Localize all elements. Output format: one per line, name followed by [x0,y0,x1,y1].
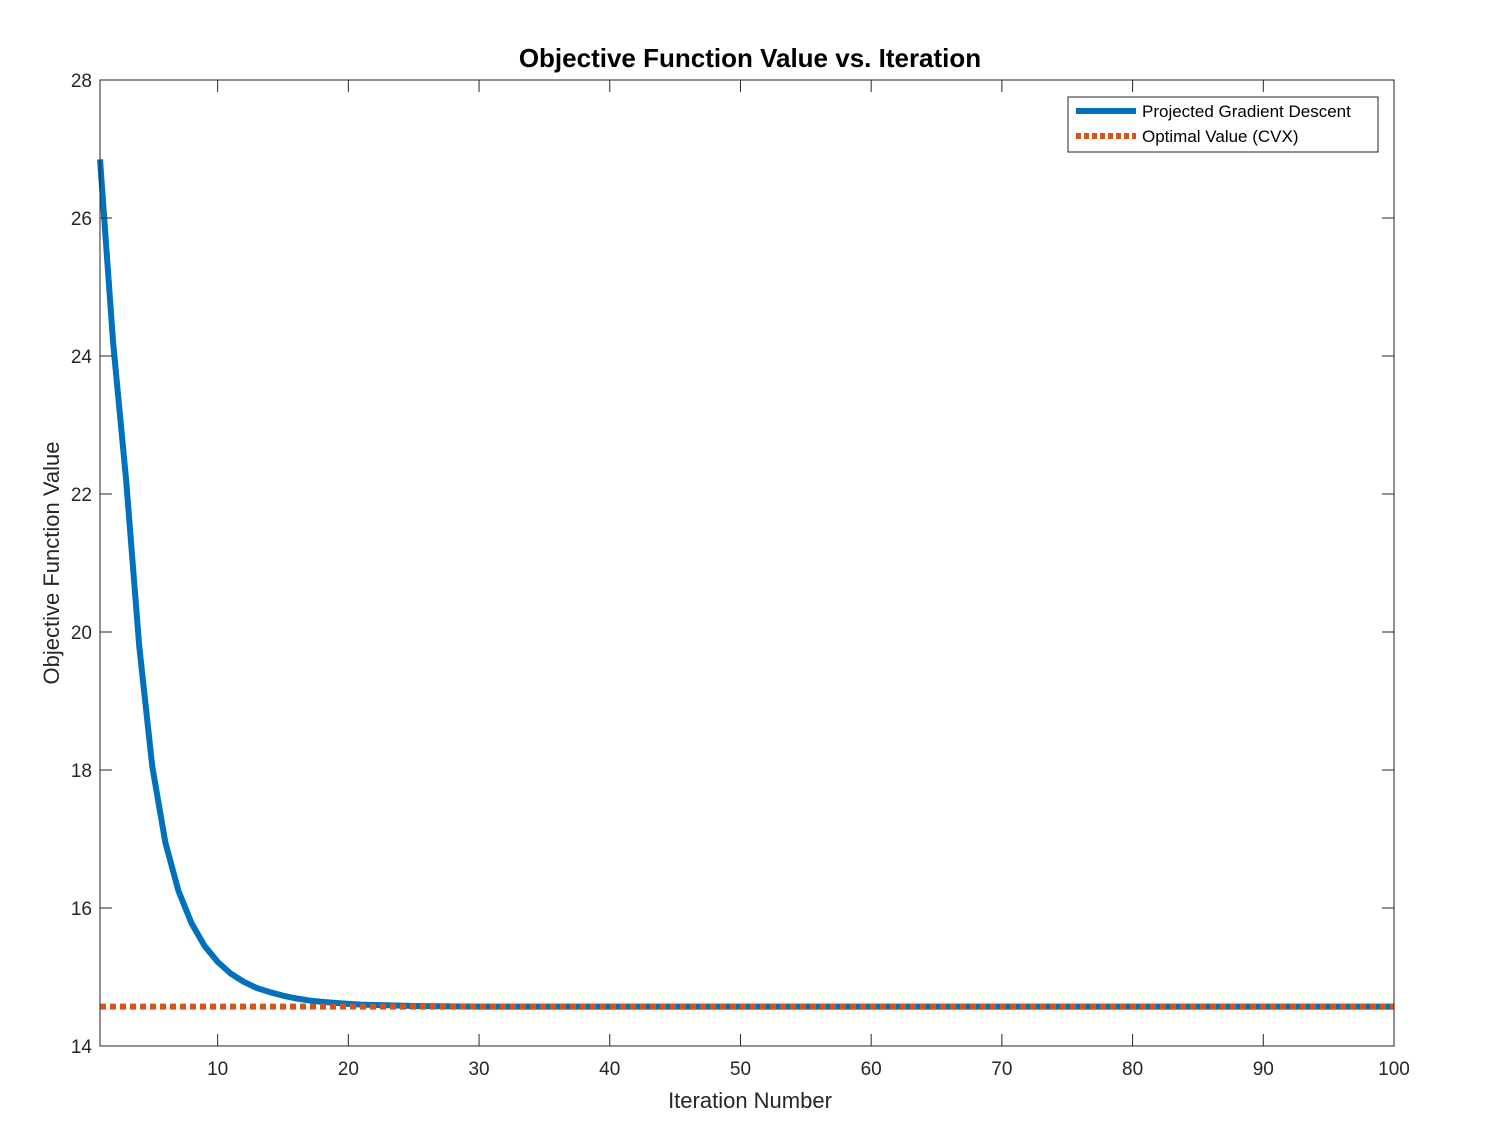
y-axis-label: Objective Function Value [39,442,64,685]
x-tick-label: 90 [1253,1059,1274,1080]
legend-label-pgd: Projected Gradient Descent [1142,102,1351,121]
x-tick-label: 30 [468,1059,489,1080]
x-tick-label: 20 [338,1059,359,1080]
y-tick-label: 20 [71,623,92,644]
y-axis-ticks: 14 16 18 20 22 24 26 28 [71,71,1394,1058]
y-tick-label: 22 [71,485,92,506]
axes-background [100,80,1394,1046]
legend-box [1067,96,1379,153]
x-tick-label: 10 [207,1059,228,1080]
y-tick-label: 26 [71,209,92,230]
x-tick-label: 70 [991,1059,1012,1080]
x-tick-label: 100 [1378,1059,1410,1080]
x-tick-label: 40 [599,1059,620,1080]
legend-label-cvx: Optimal Value (CVX) [1142,127,1299,146]
y-tick-label: 16 [71,899,92,920]
plot-area: 10 20 30 40 50 60 70 80 90 100 14 16 18 20 22 24 26 28 [71,71,1410,1080]
axes-box [99,79,1395,1047]
x-tick-label: 60 [861,1059,882,1080]
legend[interactable]: Projected Gradient Descent Optimal Value… [1067,96,1379,153]
x-tick-label: 80 [1122,1059,1143,1080]
y-tick-label: 14 [71,1037,93,1058]
x-axis-ticks: 10 20 30 40 50 60 70 80 90 100 [207,80,1410,1080]
y-tick-label: 18 [71,761,92,782]
x-axis-label: Iteration Number [668,1088,832,1113]
chart-title: Objective Function Value vs. Iteration [519,43,981,73]
x-tick-label: 50 [730,1059,751,1080]
y-tick-label: 28 [71,71,92,92]
series-layer [97,159,1394,1010]
series-line-projected-gradient-descent [97,159,1394,1010]
y-tick-label: 24 [71,347,93,368]
